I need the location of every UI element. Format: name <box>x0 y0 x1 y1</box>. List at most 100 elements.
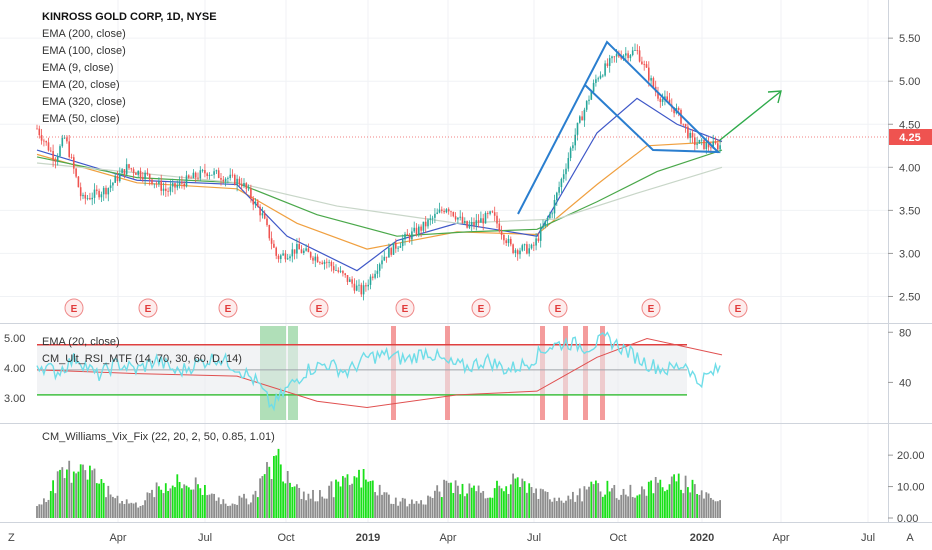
candle-body <box>75 168 77 177</box>
pattern-drawing[interactable] <box>517 40 721 215</box>
last-price-label: 4.25 <box>899 132 920 144</box>
vix-bar <box>553 497 556 518</box>
candle-body <box>574 134 576 146</box>
price-scale[interactable]: 5.50 5.00 4.50 4.00 3.50 3.00 2.50 80 40 20.00 10.… <box>888 33 925 525</box>
indicator-label[interactable]: EMA (200, close) <box>42 28 126 40</box>
vix-bar <box>505 486 508 518</box>
vix-bar <box>719 500 721 518</box>
candle-body <box>270 238 273 244</box>
candle-body <box>96 189 98 191</box>
vix-bar <box>59 469 61 518</box>
candle-body <box>275 247 277 256</box>
vix-bar <box>539 488 542 518</box>
vix-bar <box>503 491 505 518</box>
vix-bar <box>613 484 616 518</box>
candle-body <box>123 169 126 175</box>
earnings-marker[interactable]: E <box>309 298 329 318</box>
vix-bar <box>698 494 701 518</box>
earnings-marker[interactable]: E <box>641 298 661 318</box>
candle-body <box>286 258 289 260</box>
candle-body <box>112 182 114 186</box>
candle-body <box>381 260 383 265</box>
vix-bar <box>102 482 105 518</box>
candle-body <box>146 172 149 174</box>
candle-body <box>712 141 714 149</box>
rsi-left-tick: 5.00 <box>4 333 25 345</box>
candle-body <box>641 61 643 65</box>
rsi-pane[interactable]: EMA (20, close) CM_Ult_RSI_MTF (14, 70, 3… <box>4 326 723 420</box>
vix-bar <box>705 492 708 518</box>
indicator-label[interactable]: EMA (20, close) <box>42 79 120 91</box>
candle-body <box>604 63 606 76</box>
candle-body <box>512 244 514 254</box>
vix-bar <box>229 505 232 518</box>
earnings-marker[interactable]: E <box>218 298 238 318</box>
vix-bar <box>167 490 169 518</box>
candle-body <box>199 170 202 179</box>
vix-bar <box>293 486 296 518</box>
vix-bar <box>68 460 71 518</box>
indicator-label[interactable]: EMA (9, close) <box>42 62 114 74</box>
vix-bar <box>526 492 528 518</box>
vix-bar <box>700 490 703 518</box>
candle-body <box>119 173 121 182</box>
vix-bar <box>348 484 351 518</box>
vix-bar <box>530 487 533 518</box>
candle-body <box>470 222 473 225</box>
candle-body <box>505 240 507 244</box>
target-arrow[interactable] <box>719 91 781 141</box>
vix-bar <box>174 487 176 518</box>
candle-body <box>280 255 282 260</box>
earnings-marker[interactable]: E <box>728 298 748 318</box>
vix-bar <box>289 482 291 518</box>
candle-body <box>259 206 261 216</box>
vix-bar <box>489 497 491 518</box>
vix-bar <box>445 480 448 518</box>
vix-bar <box>353 476 356 518</box>
vix-bar <box>151 489 153 518</box>
candle-body <box>185 175 188 187</box>
indicator-label[interactable]: EMA (50, close) <box>42 113 120 125</box>
indicator-label[interactable]: EMA (100, close) <box>42 45 126 57</box>
vix-bar <box>631 497 634 518</box>
vix-bar <box>641 486 643 518</box>
vix-bar <box>496 480 498 518</box>
indicator-label[interactable]: EMA (320, close) <box>42 96 126 108</box>
vix-bar <box>302 491 305 518</box>
vix-bar <box>643 489 646 518</box>
vix-bar <box>618 499 620 518</box>
vix-bar <box>374 492 376 518</box>
candle-body <box>36 128 38 130</box>
earnings-marker[interactable]: E <box>471 298 491 318</box>
price-pane[interactable]: E E E E E E E E E KINROSS GOLD CORP, 1D, NYSE EM… <box>36 11 888 318</box>
candle-body <box>719 145 721 150</box>
timezone-button[interactable]: Z <box>8 532 15 544</box>
vix-bar <box>305 500 307 518</box>
vix-bar <box>107 485 110 518</box>
vix-bar <box>187 487 190 518</box>
vix-bar <box>61 467 64 518</box>
candle-body <box>441 209 443 211</box>
earnings-marker[interactable]: E <box>64 298 84 318</box>
candle-body <box>397 247 399 249</box>
time-axis[interactable]: Apr Jul Oct 2019 Apr Jul Oct 2020 Apr Jul <box>109 532 875 544</box>
auto-scale-button[interactable]: A <box>906 532 914 544</box>
candle-body <box>710 147 712 149</box>
candle-body <box>537 238 540 241</box>
earnings-marker[interactable]: E <box>395 298 415 318</box>
earnings-marker[interactable]: E <box>548 298 568 318</box>
vix-bar <box>620 494 623 518</box>
earnings-marker[interactable]: E <box>138 298 158 318</box>
rsi-indicator-label[interactable]: EMA (20, close) <box>42 336 120 348</box>
rsi-indicator-label[interactable]: CM_Ult_RSI_MTF (14, 70, 30, 60, D, 14) <box>42 353 242 365</box>
vix-pane[interactable]: CM_Williams_Vix_Fix (22, 20, 2, 50, 0.85… <box>36 431 721 518</box>
candle-body <box>620 56 622 59</box>
candle-body <box>190 177 192 179</box>
vix-bar <box>413 503 416 518</box>
vix-bar <box>645 495 648 518</box>
vix-bar <box>362 468 365 518</box>
candle-body <box>114 175 116 183</box>
